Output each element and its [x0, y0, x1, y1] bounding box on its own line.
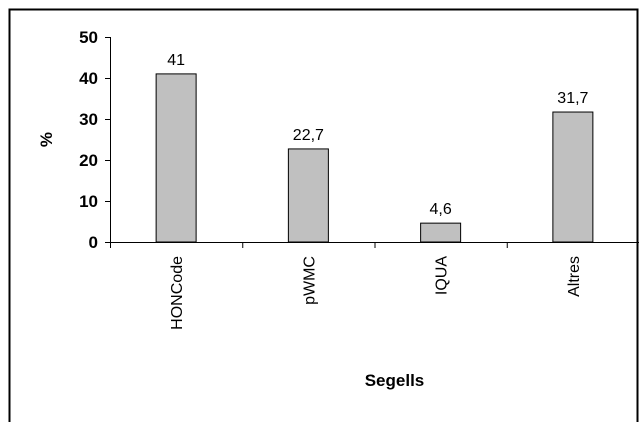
- bar-altres: [553, 112, 593, 242]
- data-label: 22,7: [293, 127, 324, 144]
- y-tick-label: 10: [79, 192, 98, 211]
- y-tick-label: 20: [79, 151, 98, 170]
- y-tick-label: 40: [79, 69, 98, 88]
- y-tick-label: 30: [79, 110, 98, 129]
- data-label: 4,6: [430, 201, 452, 218]
- data-labels: 41 22,7 4,6 31,7: [167, 52, 588, 218]
- x-axis-title: Segells: [365, 371, 425, 390]
- x-axis-ticks: HONCode pWMC IQUA Altres: [111, 242, 639, 330]
- x-category-label: pWMC: [301, 256, 318, 305]
- y-axis-title: %: [37, 132, 56, 147]
- x-category-label: IQUA: [434, 256, 451, 295]
- bars: [156, 74, 593, 242]
- data-label: 31,7: [557, 90, 588, 107]
- bar-iqua: [421, 223, 461, 242]
- x-category-label: HONCode: [169, 256, 186, 330]
- y-axis-ticks: 0 10 20 30 40 50: [79, 28, 110, 252]
- x-category-label: Altres: [566, 256, 583, 297]
- bar-honcode: [156, 74, 196, 242]
- y-tick-label: 50: [79, 28, 98, 47]
- y-tick-label: 0: [89, 233, 98, 252]
- bar-pwmc: [288, 149, 328, 242]
- data-label: 41: [167, 52, 185, 69]
